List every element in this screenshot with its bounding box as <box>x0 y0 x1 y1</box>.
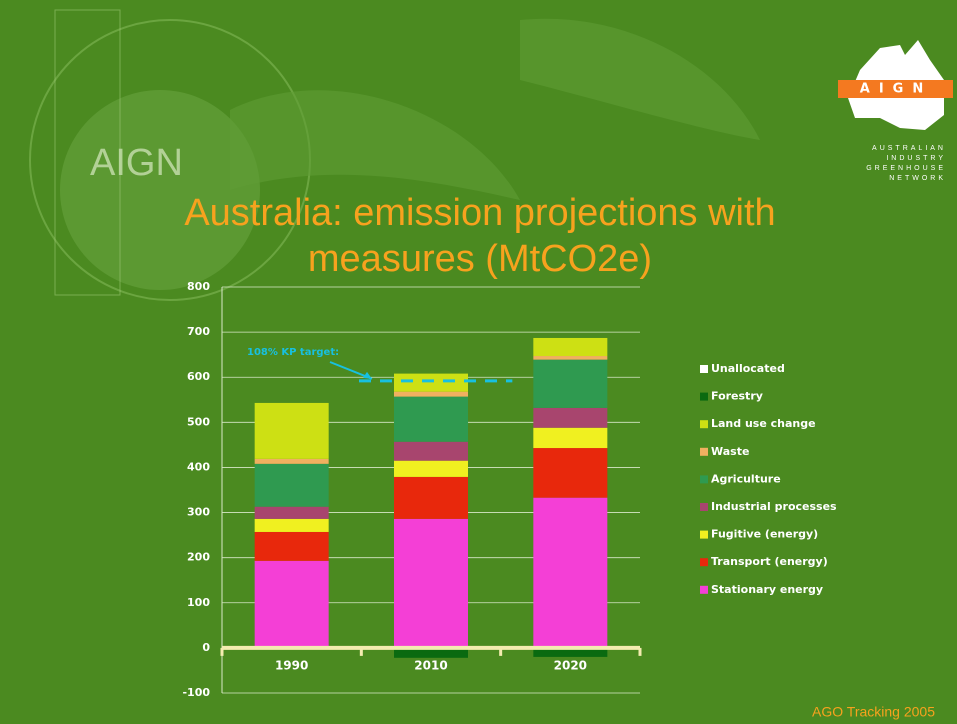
legend-swatch <box>700 503 708 511</box>
y-tick-label: 800 <box>187 280 210 293</box>
legend-swatch <box>700 447 708 456</box>
y-tick-label: 400 <box>187 460 210 473</box>
decor <box>520 18 760 141</box>
chart-title: Australia: emission projections with mea… <box>184 192 776 280</box>
org-line: INDUSTRY <box>886 155 946 162</box>
bar-segment <box>394 518 468 648</box>
bar-segment <box>394 476 468 519</box>
legend-label: Industrial processes <box>711 500 837 513</box>
target-label: 108% KP target: <box>247 347 339 358</box>
x-tick-label: 1990 <box>275 658 308 672</box>
bar-segment <box>533 497 608 648</box>
y-tick-label: 600 <box>187 370 210 383</box>
legend-swatch <box>700 585 708 594</box>
legend-swatch <box>700 475 708 484</box>
legend-label: Transport (energy) <box>711 555 828 568</box>
bar-segment <box>254 463 329 507</box>
legend-label: Fugitive (energy) <box>711 528 818 541</box>
legend-label: Forestry <box>711 390 763 403</box>
legend-swatch <box>700 420 708 429</box>
legend-label: Stationary energy <box>711 583 823 596</box>
bar-segment <box>533 337 608 357</box>
org-line: GREENHOUSE <box>866 165 946 172</box>
y-tick-label: 300 <box>187 506 210 519</box>
bar-segment <box>533 359 608 408</box>
bar-segment <box>394 647 468 658</box>
y-tick-label: 200 <box>187 551 210 564</box>
bar-segment <box>394 396 468 442</box>
x-tick-label: 2010 <box>414 658 447 672</box>
logo-bar <box>838 80 953 98</box>
bar-segment <box>533 356 608 360</box>
org-line: NETWORK <box>889 175 946 182</box>
legend-swatch <box>700 392 708 401</box>
legend-swatch <box>700 530 708 539</box>
logo-text: AIGN <box>860 82 932 97</box>
bar-segment <box>533 427 608 449</box>
decor <box>60 90 260 290</box>
target-arrowhead <box>363 371 372 379</box>
bar-segment <box>533 448 608 498</box>
bar-segment <box>394 391 468 397</box>
decor <box>54 9 121 296</box>
y-tick-label: 500 <box>187 415 210 428</box>
bar-segment <box>254 531 329 561</box>
bar-segment <box>394 460 468 477</box>
legend-label: Land use change <box>711 417 816 430</box>
legend-swatch <box>700 365 708 373</box>
bar-segment <box>254 458 329 464</box>
org-name: AUSTRALIAN INDUSTRY GREENHOUSE NETWORK <box>866 145 946 182</box>
watermark: AIGN <box>90 142 183 184</box>
legend-swatch <box>700 558 708 567</box>
bar-segment <box>394 441 468 461</box>
y-tick-label: 100 <box>187 596 210 609</box>
bar-segment <box>533 647 608 657</box>
y-tick-label: 700 <box>187 325 210 338</box>
bar-segment <box>394 373 468 392</box>
bar-segment <box>254 518 329 532</box>
legend-label: Unallocated <box>711 362 785 375</box>
bar-segment <box>254 506 329 519</box>
bar-segment <box>254 402 329 459</box>
org-line: AUSTRALIAN <box>872 145 946 152</box>
y-tick-label: 0 <box>202 641 210 654</box>
source: AGO Tracking 2005 <box>812 704 935 720</box>
legend-label: Agriculture <box>711 472 781 485</box>
x-tick-label: 2020 <box>554 658 587 672</box>
bar-segment <box>533 407 608 428</box>
decor <box>230 90 520 200</box>
bar-segment <box>254 560 329 648</box>
y-tick-label: -100 <box>182 686 210 699</box>
legend-label: Waste <box>711 445 749 458</box>
